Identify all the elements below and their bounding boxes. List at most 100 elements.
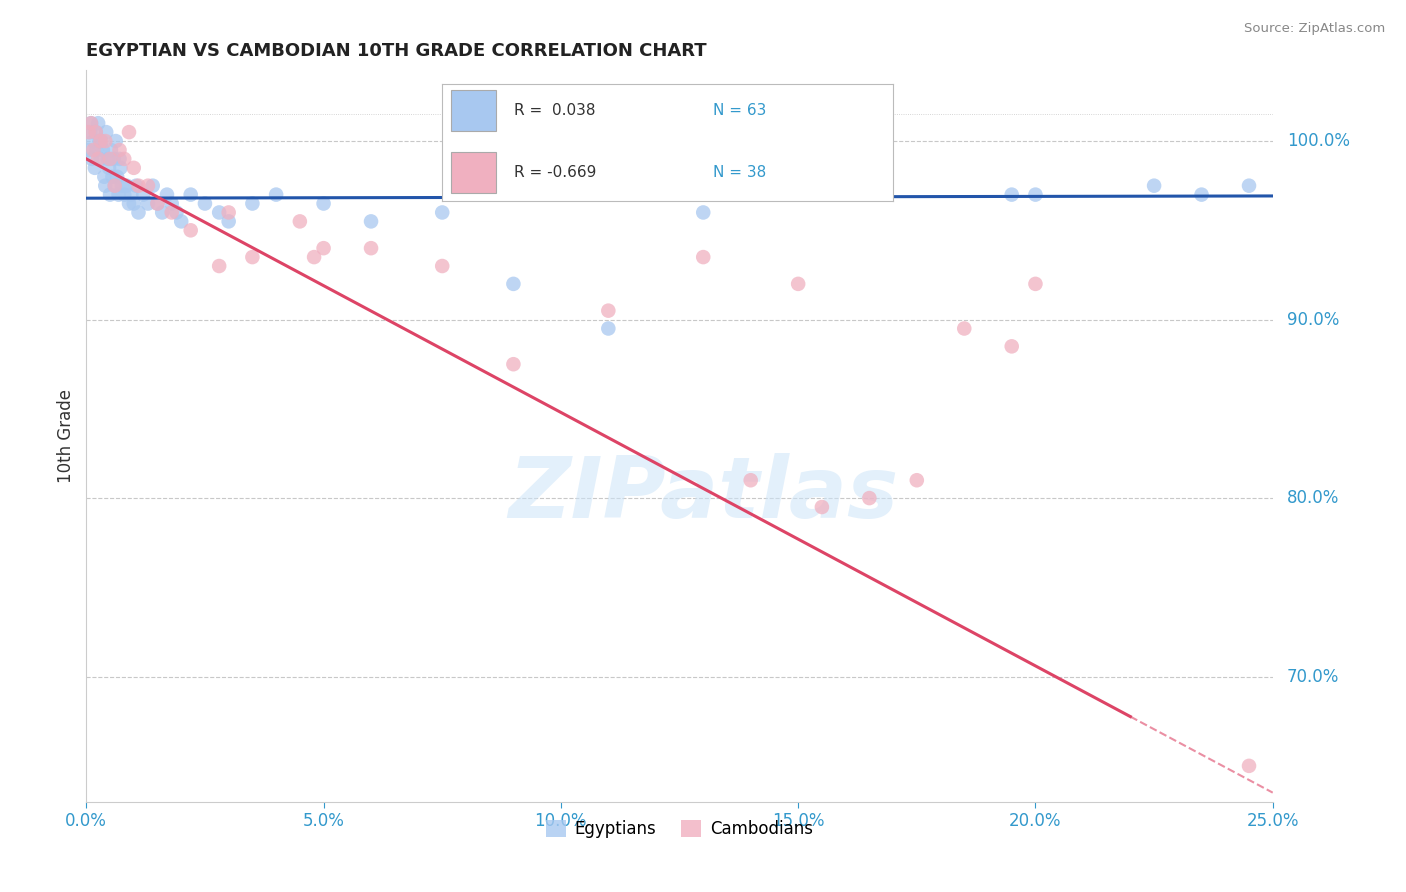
Point [953, 321, 976, 335]
Point [132, 187, 155, 202]
Point [858, 491, 880, 505]
Point [112, 152, 135, 166]
Point [105, 169, 128, 184]
Point [96, 125, 118, 139]
Point [432, 259, 454, 273]
Point [180, 187, 202, 202]
Point [242, 250, 264, 264]
Point [312, 241, 335, 255]
Point [692, 250, 714, 264]
Point [112, 187, 135, 202]
Text: ZIPatlas: ZIPatlas [508, 452, 898, 536]
Y-axis label: 10th Grade: 10th Grade [58, 389, 75, 483]
Point [100, 143, 122, 157]
Point [86, 143, 108, 157]
Point [692, 205, 714, 219]
Point [811, 500, 834, 514]
Point [122, 161, 145, 175]
Point [79, 125, 101, 139]
Text: 70.0%: 70.0% [1286, 667, 1340, 686]
Point [98, 152, 121, 166]
Point [128, 205, 150, 219]
Text: 90.0%: 90.0% [1286, 310, 1340, 328]
Point [156, 187, 179, 202]
Point [208, 259, 231, 273]
Point [502, 357, 524, 371]
Point [146, 196, 169, 211]
Point [170, 214, 193, 228]
Point [432, 205, 454, 219]
Point [218, 214, 240, 228]
Point [108, 152, 131, 166]
Text: Source: ZipAtlas.com: Source: ZipAtlas.com [1244, 22, 1385, 36]
Point [77, 143, 100, 157]
Point [89, 134, 111, 148]
Point [82, 134, 104, 148]
Text: 80.0%: 80.0% [1286, 489, 1340, 507]
Point [160, 205, 183, 219]
Point [905, 473, 928, 487]
Point [1237, 759, 1260, 773]
Point [136, 196, 159, 211]
Point [104, 178, 127, 193]
Point [118, 196, 141, 211]
Point [136, 178, 159, 193]
Point [302, 250, 325, 264]
Point [87, 152, 110, 166]
Point [104, 178, 127, 193]
Point [82, 143, 104, 157]
Point [288, 214, 311, 228]
Point [218, 205, 240, 219]
Point [122, 196, 145, 211]
Point [142, 178, 165, 193]
Point [110, 161, 132, 175]
Point [89, 134, 111, 148]
Point [107, 187, 129, 202]
Point [118, 125, 141, 139]
Point [166, 205, 188, 219]
Point [208, 205, 231, 219]
Point [598, 303, 620, 318]
Point [89, 152, 111, 166]
Point [598, 321, 620, 335]
Point [84, 125, 107, 139]
Point [80, 116, 103, 130]
Point [180, 223, 202, 237]
Point [97, 152, 120, 166]
Point [360, 214, 382, 228]
Point [242, 196, 264, 211]
Point [120, 187, 142, 202]
Point [90, 134, 112, 148]
Point [1001, 339, 1024, 353]
Point [98, 161, 121, 175]
Point [98, 187, 121, 202]
Point [93, 169, 115, 184]
Point [108, 143, 131, 157]
Point [787, 277, 810, 291]
Point [83, 161, 105, 175]
Point [360, 241, 382, 255]
Point [104, 134, 127, 148]
Point [160, 196, 183, 211]
Point [150, 205, 173, 219]
Point [103, 152, 125, 166]
Point [502, 277, 524, 291]
Legend: Egyptians, Cambodians: Egyptians, Cambodians [540, 813, 820, 845]
Point [1024, 187, 1046, 202]
Text: 100.0%: 100.0% [1286, 132, 1350, 150]
Point [312, 196, 335, 211]
Point [834, 187, 856, 202]
Point [84, 125, 107, 139]
Point [111, 178, 134, 193]
Point [115, 178, 138, 193]
Point [80, 116, 103, 130]
Point [125, 178, 148, 193]
Point [91, 143, 114, 157]
Point [740, 473, 762, 487]
Point [1143, 178, 1166, 193]
Point [87, 116, 110, 130]
Point [194, 196, 217, 211]
Point [128, 178, 150, 193]
Point [1191, 187, 1213, 202]
Point [1237, 178, 1260, 193]
